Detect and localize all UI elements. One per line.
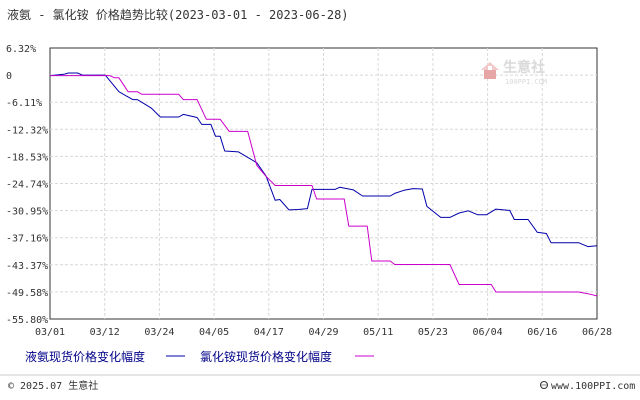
x-tick-label: 06/16 <box>527 327 557 338</box>
legend: 液氨现货价格变化幅度 氯化铵现货价格变化幅度 <box>25 349 374 364</box>
x-tick-label: 03/12 <box>90 327 120 338</box>
y-axis-ticks: 6.32% 0 -6.11% -12.32% -18.53% -24.74% -30.95%… <box>6 44 48 326</box>
chart-title: 液氨 - 氯化铵 价格趋势比较(2023-03-01 - 2023-06-28) <box>7 7 349 22</box>
series-line-ammonia <box>49 72 598 248</box>
legend-label-ammonia: 液氨现货价格变化幅度 <box>25 349 145 364</box>
x-tick-label: 06/28 <box>582 327 612 338</box>
series-lines <box>49 72 598 297</box>
series-line-ammonium-chloride <box>50 75 598 297</box>
x-tick-label: 03/24 <box>144 327 174 338</box>
y-tick-label: -6.11% <box>6 98 42 109</box>
watermark-url: 100PPI.COM <box>505 78 547 86</box>
x-tick-label: 04/17 <box>254 327 284 338</box>
y-tick-label: -24.74% <box>6 180 48 191</box>
watermark-logo: 生意社 100PPI.COM <box>481 59 547 86</box>
x-tick-label: 05/23 <box>418 327 448 338</box>
y-tick-label: 6.32% <box>6 44 36 55</box>
footer-url: www.100PPI.com <box>551 381 635 392</box>
footer-copyright: © 2025.07 生意社 <box>8 379 98 392</box>
x-tick-label: 04/05 <box>199 327 229 338</box>
y-tick-label: -18.53% <box>6 152 48 163</box>
x-tick-label: 06/04 <box>473 327 503 338</box>
y-tick-label: 0 <box>6 71 12 82</box>
x-tick-label: 03/01 <box>35 327 65 338</box>
y-tick-label: -37.16% <box>6 234 48 245</box>
x-tick-label: 04/29 <box>308 327 338 338</box>
x-axis-ticks: 03/01 03/12 03/24 04/05 04/17 04/29 05/11 05/23… <box>35 327 612 338</box>
y-tick-label: -55.80% <box>6 315 48 326</box>
legend-label-ammonium-chloride: 氯化铵现货价格变化幅度 <box>200 349 332 364</box>
watermark-name: 生意社 <box>503 59 545 76</box>
y-tick-label: -12.32% <box>6 125 48 136</box>
x-tick-label: 05/11 <box>363 327 393 338</box>
y-tick-label: -30.95% <box>6 207 48 218</box>
y-tick-label: -49.58% <box>6 288 48 299</box>
footer-link[interactable]: www.100PPI.com <box>540 381 636 392</box>
y-tick-label: -43.37% <box>6 261 48 272</box>
